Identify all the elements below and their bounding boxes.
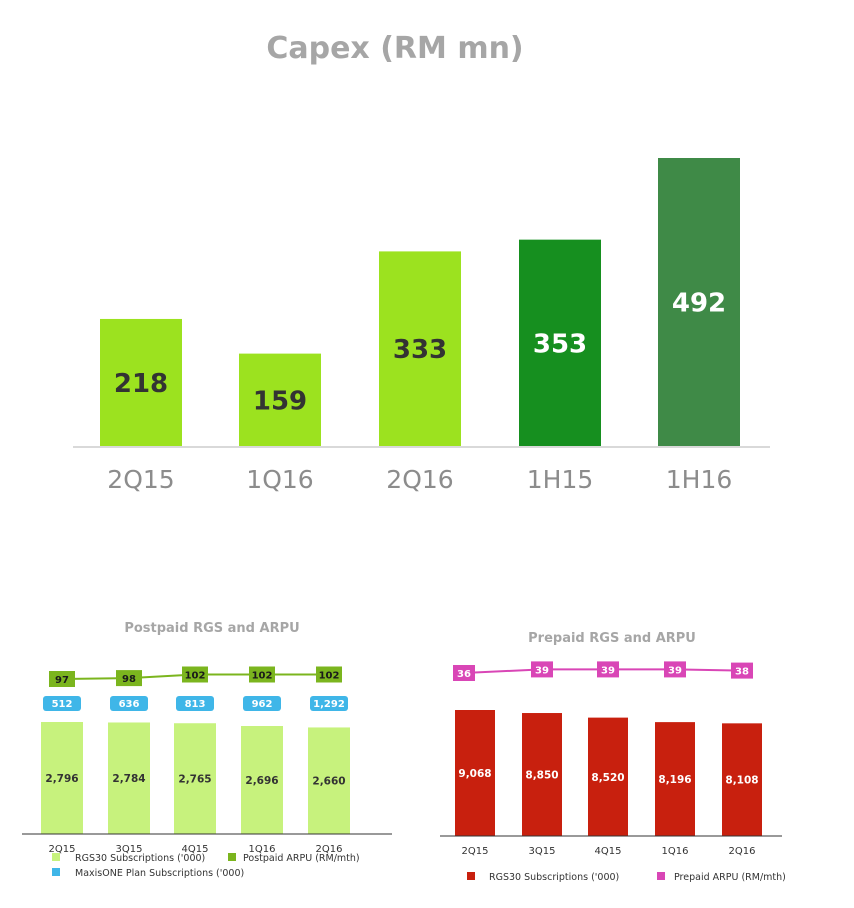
capex-category-label: 1H16 (666, 465, 733, 494)
capex-value-label: 159 (253, 386, 307, 416)
prepaid-category-label: 1Q16 (662, 846, 689, 857)
postpaid-arpu-value: 97 (55, 675, 69, 686)
capex-value-label: 218 (114, 369, 168, 399)
postpaid-rgs-value: 2,796 (45, 773, 78, 785)
legend-swatch-prepaid-arpu (657, 872, 665, 880)
prepaid-category-label: 2Q15 (462, 846, 489, 857)
capex-bar-1h16 (658, 158, 740, 447)
maxisone-value: 1,292 (313, 699, 345, 710)
postpaid-category-label: 1Q16 (249, 844, 276, 855)
capex-value-label: 353 (533, 329, 587, 359)
prepaid-arpu-marker (597, 661, 619, 678)
legend-swatch-postpaid-arpu (228, 853, 236, 861)
postpaid-arpu-value: 102 (252, 671, 273, 682)
postpaid-category-label: 2Q15 (49, 844, 76, 855)
prepaid-rgs-bar (722, 723, 762, 836)
prepaid-arpu-marker (531, 661, 553, 678)
capex-chart: Capex (RM mn) 218 2Q15 159 1Q16 333 2Q16 353 1H… (73, 31, 770, 494)
legend-label-prepaid-rgs30: RGS30 Subscriptions ('000) (489, 872, 619, 883)
legend-swatch-maxisone (52, 868, 60, 876)
maxisone-value: 636 (119, 699, 140, 710)
prepaid-rgs-bar (655, 722, 695, 836)
postpaid-rgs-bar (308, 727, 350, 834)
prepaid-arpu-marker (731, 662, 753, 679)
postpaid-rgs-bar (241, 726, 283, 834)
maxisone-value: 512 (52, 699, 73, 710)
prepaid-category-label: 2Q16 (729, 846, 756, 857)
postpaid-arpu-value: 102 (319, 671, 340, 682)
prepaid-legend: RGS30 Subscriptions ('000) Prepaid ARPU … (467, 872, 786, 883)
prepaid-rgs-value: 8,108 (725, 775, 758, 787)
capex-category-label: 2Q15 (107, 465, 174, 494)
capex-bar-1q16 (239, 353, 321, 447)
capex-value-label: 492 (672, 289, 726, 319)
prepaid-arpu-value: 36 (457, 669, 471, 680)
legend-swatch-rgs30 (52, 853, 60, 861)
prepaid-arpu-value: 39 (535, 665, 549, 676)
postpaid-category-label: 4Q15 (182, 844, 209, 855)
prepaid-plot: 9,068 2Q15 8,850 3Q15 8,520 4Q15 8,196 1Q16 8,10… (453, 661, 762, 857)
legend-swatch-prepaid-rgs30 (467, 872, 475, 880)
postpaid-category-label: 2Q16 (316, 844, 343, 855)
postpaid-rgs-value: 2,696 (245, 775, 278, 787)
maxisone-badge (310, 696, 348, 711)
postpaid-rgs-bar (174, 723, 216, 834)
maxisone-badge (110, 696, 148, 711)
postpaid-rgs-bar (41, 722, 83, 834)
prepaid-arpu-value: 38 (735, 667, 749, 678)
prepaid-title: Prepaid RGS and ARPU (528, 631, 696, 646)
prepaid-arpu-value: 39 (601, 665, 615, 676)
postpaid-category-label: 3Q15 (116, 844, 143, 855)
prepaid-category-label: 4Q15 (595, 846, 622, 857)
prepaid-category-label: 3Q15 (529, 846, 556, 857)
prepaid-rgs-value: 9,068 (458, 768, 491, 780)
prepaid-chart: Prepaid RGS and ARPU 9,068 2Q15 8,850 3Q15 8… (440, 631, 786, 883)
prepaid-rgs-bar (455, 710, 495, 836)
prepaid-arpu-marker (453, 665, 475, 681)
postpaid-arpu-marker (316, 666, 342, 683)
capex-bars: 218 2Q15 159 1Q16 333 2Q16 353 1H15 492 1H16 (100, 158, 740, 494)
postpaid-rgs-bar (108, 722, 150, 834)
postpaid-arpu-marker (249, 666, 275, 683)
postpaid-arpu-marker (182, 666, 208, 683)
postpaid-chart: Postpaid RGS and ARPU 2,796 2Q15 2,784 3Q15… (22, 621, 392, 879)
capex-category-label: 2Q16 (386, 465, 453, 494)
postpaid-title: Postpaid RGS and ARPU (124, 621, 299, 636)
maxisone-badge (43, 696, 81, 711)
postpaid-arpu-marker (49, 671, 75, 687)
capex-value-label: 333 (393, 335, 447, 365)
capex-category-label: 1H15 (527, 465, 594, 494)
legend-label-postpaid-arpu: Postpaid ARPU (RM/mth) (243, 853, 360, 864)
prepaid-arpu-marker (664, 661, 686, 678)
postpaid-rgs-value: 2,765 (178, 774, 211, 786)
postpaid-arpu-marker (116, 670, 142, 687)
maxisone-value: 813 (185, 699, 206, 710)
postpaid-plot: 2,796 2Q15 2,784 3Q15 2,765 4Q15 2,696 1Q16 2,66… (41, 666, 350, 855)
maxisone-value: 962 (252, 699, 273, 710)
legend-label-maxisone: MaxisONE Plan Subscriptions ('000) (75, 868, 244, 879)
legend-label-rgs30: RGS30 Subscriptions ('000) (75, 853, 205, 864)
prepaid-rgs-bar (588, 717, 628, 836)
postpaid-legend: RGS30 Subscriptions ('000) Postpaid ARPU… (52, 853, 360, 879)
capex-bar-2q16 (379, 251, 461, 447)
postpaid-rgs-value: 2,784 (112, 773, 145, 785)
prepaid-rgs-bar (522, 713, 562, 836)
prepaid-rgs-value: 8,196 (658, 774, 691, 786)
capex-bar-2q15 (100, 318, 182, 447)
maxisone-badge (176, 696, 214, 711)
capex-category-label: 1Q16 (246, 465, 313, 494)
postpaid-arpu-value: 98 (122, 674, 136, 685)
postpaid-arpu-value: 102 (185, 671, 206, 682)
prepaid-arpu-value: 39 (668, 665, 682, 676)
prepaid-rgs-value: 8,850 (525, 770, 558, 782)
legend-label-prepaid-arpu: Prepaid ARPU (RM/mth) (674, 872, 786, 883)
capex-bar-1h15 (519, 239, 601, 447)
maxisone-badge (243, 696, 281, 711)
prepaid-rgs-value: 8,520 (591, 772, 624, 784)
capex-title: Capex (RM mn) (266, 31, 523, 66)
postpaid-rgs-value: 2,660 (312, 776, 345, 788)
